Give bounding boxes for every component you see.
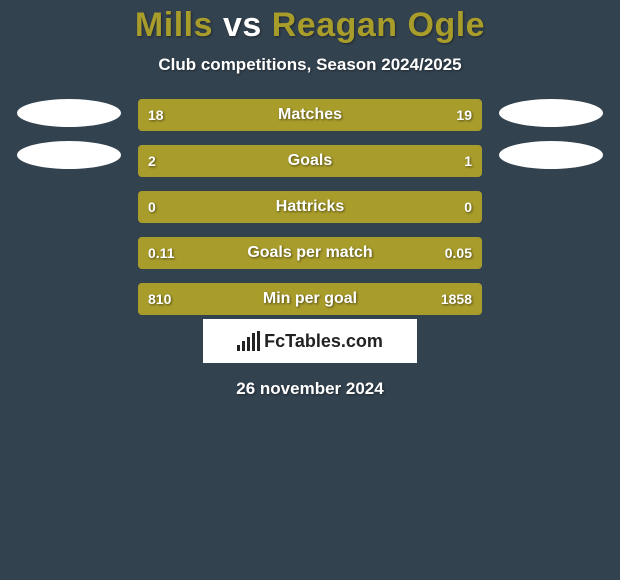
stat-value-right: 1	[464, 153, 472, 169]
logo-bars-icon	[237, 331, 260, 351]
player1-name: Mills	[135, 6, 213, 44]
stats-area: Matches 18 19 Goals 2 1 Hattricks 0 0 Goals per m…	[0, 99, 620, 315]
stat-label: Goals	[288, 152, 332, 170]
stat-value-left: 0	[148, 199, 156, 215]
fctables-logo: FcTables.com	[203, 319, 417, 363]
stat-value-left: 0.11	[148, 245, 174, 261]
subtitle: Club competitions, Season 2024/2025	[158, 55, 461, 75]
stat-bar-left	[138, 145, 367, 177]
logo-main: Tables	[285, 331, 341, 351]
stat-value-right: 0	[464, 199, 472, 215]
stat-label: Min per goal	[263, 290, 357, 308]
stat-bars-column: Matches 18 19 Goals 2 1 Hattricks 0 0 Goals per m…	[138, 99, 482, 315]
stat-value-left: 810	[148, 291, 171, 307]
right-ellipse-column	[482, 99, 620, 315]
stat-value-left: 18	[148, 107, 164, 123]
stat-value-right: 0.05	[445, 245, 472, 261]
stat-bar: Goals 2 1	[138, 145, 482, 177]
date-label: 26 november 2024	[236, 379, 383, 399]
stat-label: Goals per match	[247, 244, 372, 262]
stat-bar: Goals per match 0.11 0.05	[138, 237, 482, 269]
stat-bar: Hattricks 0 0	[138, 191, 482, 223]
logo-text: FcTables.com	[264, 331, 383, 352]
player1-avatar-ellipse	[17, 99, 121, 127]
left-ellipse-column	[0, 99, 138, 315]
stat-label: Hattricks	[276, 198, 344, 216]
page-title: Mills vs Reagan Ogle	[135, 6, 485, 45]
player2-avatar-ellipse	[499, 99, 603, 127]
vs-label: vs	[223, 6, 262, 44]
stat-bar: Matches 18 19	[138, 99, 482, 131]
stat-value-right: 1858	[441, 291, 472, 307]
stat-value-right: 19	[456, 107, 472, 123]
stat-label: Matches	[278, 106, 342, 124]
logo-suffix: .com	[341, 331, 383, 351]
stat-bar: Min per goal 810 1858	[138, 283, 482, 315]
stat-value-left: 2	[148, 153, 156, 169]
infographic-root: Mills vs Reagan Ogle Club competitions, …	[0, 0, 620, 399]
player2-avatar-ellipse	[499, 141, 603, 169]
player1-avatar-ellipse	[17, 141, 121, 169]
player2-name: Reagan Ogle	[272, 6, 485, 44]
logo-prefix: Fc	[264, 331, 285, 351]
